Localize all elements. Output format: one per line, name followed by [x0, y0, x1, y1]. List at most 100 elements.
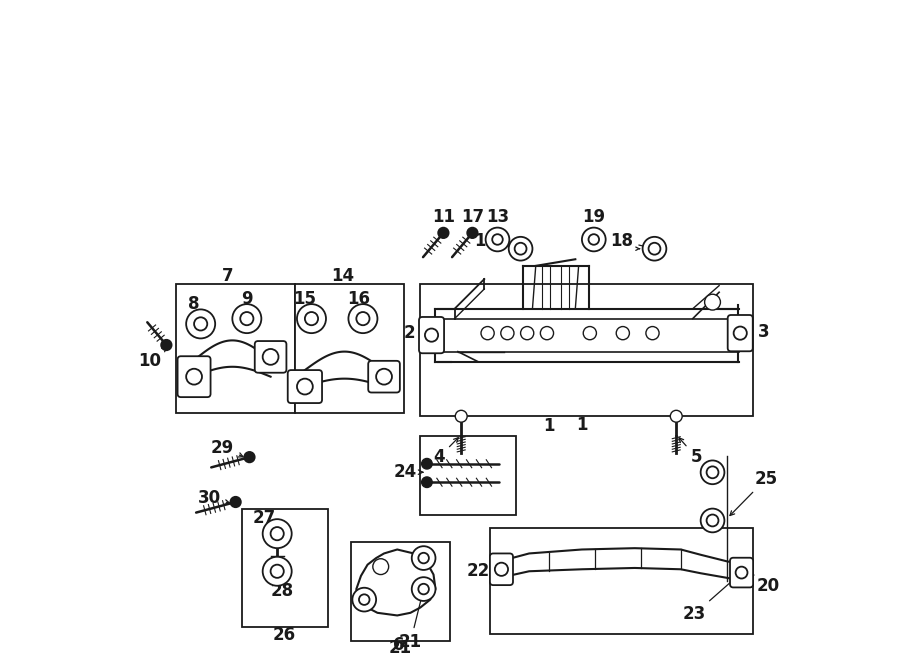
Text: 1: 1 [576, 416, 588, 434]
Circle shape [616, 327, 629, 340]
Text: 13: 13 [487, 208, 509, 226]
FancyBboxPatch shape [177, 356, 211, 397]
Circle shape [297, 304, 326, 333]
Circle shape [411, 577, 436, 601]
Circle shape [467, 227, 478, 238]
FancyBboxPatch shape [255, 341, 286, 373]
Circle shape [706, 467, 718, 479]
Circle shape [263, 349, 278, 365]
Text: 21: 21 [388, 639, 411, 658]
Circle shape [263, 519, 292, 548]
Bar [242, 508, 328, 627]
Text: 25: 25 [730, 469, 778, 516]
Circle shape [271, 527, 284, 540]
Circle shape [263, 557, 292, 586]
Circle shape [240, 312, 254, 325]
Text: 30: 30 [198, 489, 230, 508]
Circle shape [425, 329, 438, 342]
FancyBboxPatch shape [368, 361, 400, 393]
Bar [420, 284, 753, 416]
Text: 17: 17 [461, 208, 484, 226]
Text: 27: 27 [252, 509, 276, 533]
Circle shape [508, 237, 533, 260]
Circle shape [359, 594, 370, 605]
Circle shape [582, 227, 606, 251]
Text: 9: 9 [241, 290, 253, 316]
Circle shape [486, 227, 509, 251]
Circle shape [421, 459, 432, 469]
Circle shape [649, 243, 661, 254]
FancyBboxPatch shape [288, 370, 322, 403]
Circle shape [705, 294, 720, 310]
Circle shape [438, 227, 449, 238]
Circle shape [186, 309, 215, 338]
Text: 18: 18 [610, 232, 651, 250]
Circle shape [540, 327, 554, 340]
Circle shape [418, 553, 429, 563]
Circle shape [515, 243, 526, 254]
Text: 29: 29 [211, 438, 243, 457]
Circle shape [161, 340, 172, 350]
Text: 12: 12 [474, 232, 517, 250]
Circle shape [373, 559, 389, 574]
FancyBboxPatch shape [730, 558, 753, 588]
Text: 28: 28 [270, 575, 293, 600]
Circle shape [500, 327, 514, 340]
Circle shape [706, 514, 718, 526]
Circle shape [232, 304, 261, 333]
Bar [295, 284, 404, 413]
Bar [490, 528, 753, 634]
Circle shape [421, 477, 432, 487]
Text: 16: 16 [347, 290, 371, 316]
Circle shape [376, 369, 392, 385]
Bar [176, 284, 295, 413]
Circle shape [646, 327, 659, 340]
Text: 3: 3 [749, 323, 769, 341]
Circle shape [520, 327, 534, 340]
Circle shape [670, 410, 682, 422]
Text: 24: 24 [394, 463, 423, 481]
Circle shape [305, 312, 318, 325]
Text: 14: 14 [331, 268, 355, 286]
FancyBboxPatch shape [490, 553, 513, 585]
Circle shape [643, 237, 666, 260]
Text: 20: 20 [749, 574, 779, 595]
Text: 5: 5 [679, 438, 702, 467]
Circle shape [271, 564, 284, 578]
Text: 21: 21 [399, 593, 424, 651]
Text: 26: 26 [272, 626, 295, 644]
Circle shape [734, 327, 747, 340]
Bar [351, 541, 450, 641]
Circle shape [583, 327, 597, 340]
Circle shape [589, 234, 599, 245]
Bar [420, 436, 516, 515]
Circle shape [411, 546, 436, 570]
Circle shape [701, 461, 724, 485]
FancyBboxPatch shape [419, 317, 444, 353]
Circle shape [230, 496, 241, 507]
Text: 19: 19 [582, 208, 606, 226]
Text: 23: 23 [682, 575, 738, 623]
Circle shape [244, 452, 255, 463]
Text: 8: 8 [188, 295, 200, 321]
Circle shape [348, 304, 377, 333]
Circle shape [194, 317, 207, 330]
Circle shape [492, 234, 503, 245]
FancyBboxPatch shape [728, 315, 752, 351]
Circle shape [353, 588, 376, 611]
Circle shape [495, 563, 508, 576]
Circle shape [356, 312, 370, 325]
Text: 10: 10 [139, 347, 166, 370]
Circle shape [418, 584, 429, 594]
Circle shape [481, 327, 494, 340]
Text: 4: 4 [433, 438, 458, 467]
Text: 1: 1 [544, 417, 554, 435]
Text: 2: 2 [403, 325, 434, 342]
Circle shape [455, 410, 467, 422]
Circle shape [186, 369, 202, 385]
Text: 7: 7 [222, 268, 233, 286]
Circle shape [297, 379, 313, 395]
Circle shape [735, 566, 748, 578]
Text: 22: 22 [466, 562, 498, 580]
Text: 6: 6 [393, 636, 405, 654]
